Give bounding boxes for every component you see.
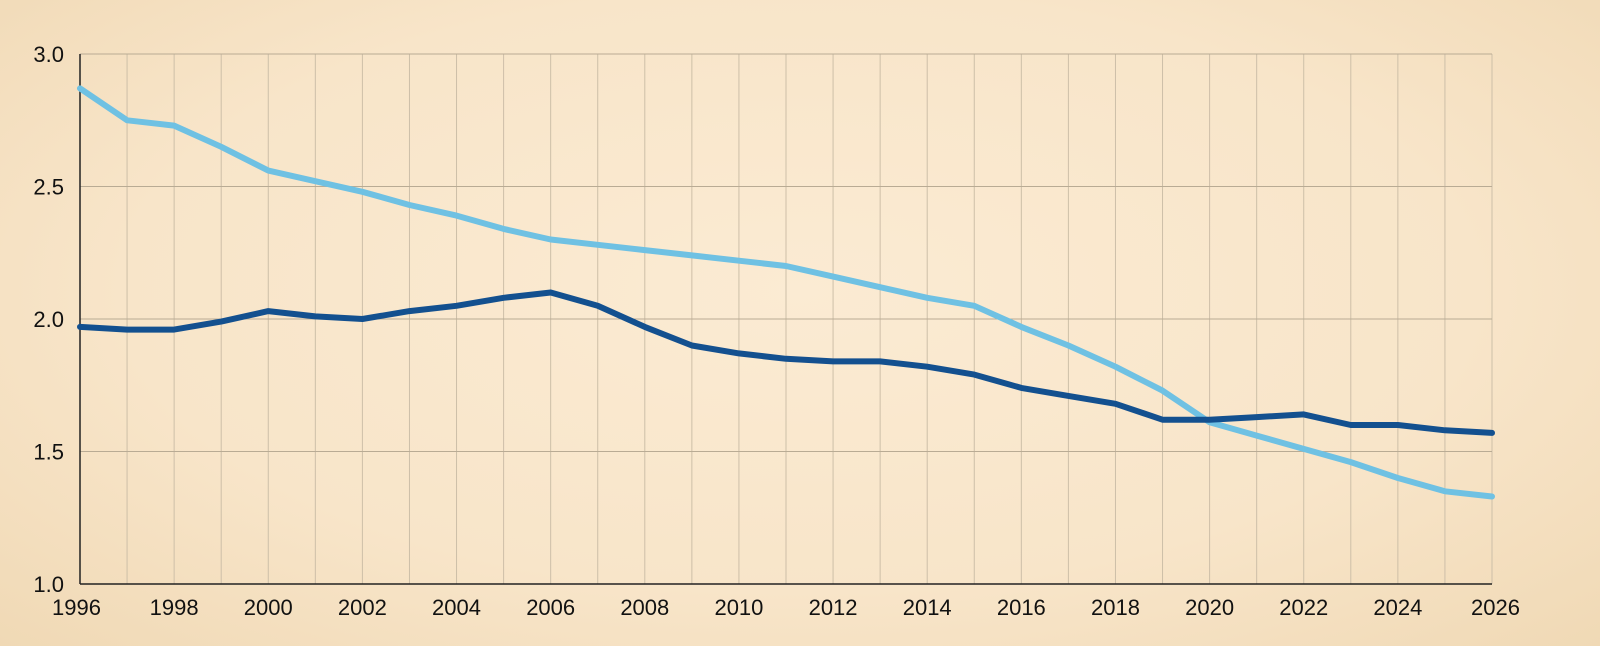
x-tick-label: 2004 (432, 595, 481, 620)
x-tick-label: 2024 (1373, 595, 1422, 620)
x-tick-label: 2008 (620, 595, 669, 620)
x-tick-label: 2014 (903, 595, 952, 620)
x-tick-label: 2000 (244, 595, 293, 620)
x-tick-label: 2018 (1091, 595, 1140, 620)
series-line-2 (77, 289, 1495, 436)
axes (79, 54, 1492, 585)
series (77, 85, 1495, 500)
y-tick-label: 1.0 (33, 572, 64, 597)
x-tick-label: 2010 (714, 595, 763, 620)
series-line-1 (77, 85, 1495, 500)
x-tick-label: 2006 (526, 595, 575, 620)
y-tick-label: 2.0 (33, 307, 64, 332)
x-tick-label: 1998 (150, 595, 199, 620)
y-tick-label: 2.5 (33, 175, 64, 200)
x-tick-label: 2016 (997, 595, 1046, 620)
x-tick-label: 2012 (809, 595, 858, 620)
y-tick-label: 1.5 (33, 440, 64, 465)
grid (79, 53, 1493, 585)
x-tick-label: 2020 (1185, 595, 1234, 620)
tick-labels: 1.0 1.5 2.0 2.5 3.0 1996 1998 2000 2002 2004 2006 2… (33, 42, 1520, 620)
y-tick-label: 3.0 (33, 42, 64, 67)
x-tick-label: 1996 (52, 595, 101, 620)
x-tick-label: 2002 (338, 595, 387, 620)
x-tick-label: 2022 (1279, 595, 1328, 620)
x-tick-label: 2026 (1471, 595, 1520, 620)
